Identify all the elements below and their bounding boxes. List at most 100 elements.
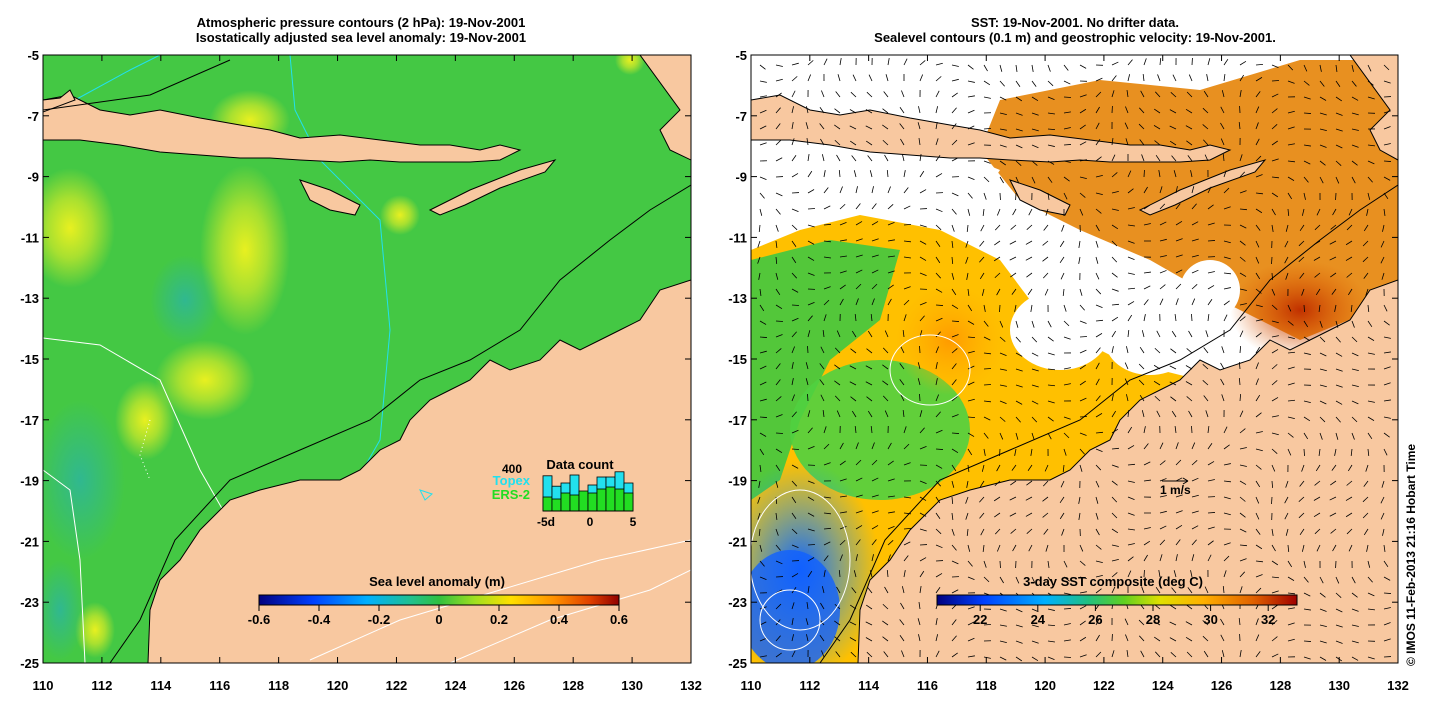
- velocity-arrow: [1175, 525, 1183, 530]
- velocity-arrow: [1287, 544, 1290, 553]
- velocity-arrow: [983, 623, 992, 626]
- velocity-arrow: [1063, 432, 1070, 439]
- velocity-arrow: [1363, 272, 1369, 279]
- velocity-arrow: [1079, 636, 1087, 642]
- velocity-arrow: [1351, 96, 1359, 101]
- velocity-arrow: [1015, 352, 1023, 357]
- velocity-arrow: [919, 512, 927, 517]
- velocity-arrow: [1383, 64, 1390, 71]
- right-ytick-label: -5: [735, 48, 747, 63]
- velocity-arrow: [855, 238, 863, 242]
- velocity-arrow: [1303, 352, 1311, 355]
- velocity-arrow: [823, 555, 829, 562]
- velocity-arrow: [935, 256, 941, 264]
- velocity-arrow: [791, 650, 796, 658]
- velocity-arrow: [1047, 608, 1055, 611]
- velocity-arrow: [1335, 176, 1340, 184]
- velocity-arrow: [757, 240, 761, 248]
- velocity-arrow: [1351, 384, 1359, 388]
- velocity-arrow: [1010, 528, 1017, 534]
- velocity-arrow: [1313, 256, 1321, 261]
- velocity-arrow: [982, 208, 985, 216]
- velocity-arrow: [1299, 480, 1305, 487]
- left-xtick-label: 124: [445, 678, 467, 693]
- velocity-arrow: [1191, 460, 1198, 466]
- velocity-arrow: [871, 554, 874, 562]
- velocity-arrow: [1223, 426, 1228, 434]
- velocity-arrow: [979, 496, 985, 503]
- velocity-arrow: [1190, 570, 1193, 578]
- velocity-arrow: [1351, 400, 1359, 405]
- velocity-arrow: [965, 496, 969, 504]
- velocity-arrow: [1185, 125, 1193, 130]
- velocity-arrow: [805, 378, 809, 386]
- velocity-arrow: [1191, 477, 1199, 482]
- velocity-arrow: [1318, 448, 1321, 456]
- velocity-arrow: [1154, 347, 1161, 354]
- velocity-arrow: [1271, 108, 1278, 114]
- velocity-arrow: [834, 139, 841, 146]
- velocity-arrow: [951, 288, 957, 296]
- velocity-arrow: [983, 576, 990, 583]
- velocity-arrow: [855, 283, 862, 290]
- velocity-arrow: [1351, 640, 1359, 644]
- velocity-arrow: [1079, 349, 1087, 354]
- velocity-arrow: [1383, 432, 1390, 438]
- velocity-arrow: [1345, 240, 1353, 246]
- velocity-arrow: [1319, 96, 1327, 101]
- velocity-arrow: [983, 560, 987, 568]
- velocity-arrow: [823, 58, 828, 66]
- velocity-arrow: [1175, 269, 1183, 274]
- velocity-arrow: [1319, 160, 1326, 166]
- velocity-arrow: [1255, 587, 1262, 594]
- velocity-arrow: [851, 155, 857, 162]
- velocity-arrow: [1124, 378, 1129, 386]
- velocity-arrow: [1111, 528, 1119, 534]
- velocity-arrow: [807, 154, 810, 162]
- velocity-arrow: [1047, 160, 1055, 165]
- velocity-arrow: [1207, 271, 1215, 274]
- pressure-contour-2: [43, 469, 86, 663]
- velocity-arrow: [1255, 496, 1260, 504]
- velocity-arrow: [951, 480, 955, 488]
- velocity-arrow: [983, 336, 991, 341]
- velocity-arrow: [1346, 224, 1353, 231]
- velocity-arrow: [1191, 539, 1197, 546]
- velocity-arrow: [1159, 221, 1167, 226]
- pressure-dotted-1: [139, 419, 151, 481]
- velocity-arrow: [887, 284, 894, 290]
- velocity-arrow: [951, 78, 959, 82]
- velocity-arrow: [1255, 304, 1263, 308]
- velocity-arrow: [1111, 410, 1117, 418]
- velocity-arrow: [1111, 190, 1119, 194]
- velocity-arrow: [855, 298, 859, 306]
- velocity-arrow: [849, 637, 857, 642]
- velocity-arrow: [871, 203, 877, 210]
- velocity-arrow: [1287, 80, 1295, 84]
- velocity-arrow: [775, 304, 783, 310]
- velocity-arrow: [1383, 304, 1388, 312]
- velocity-arrow: [1271, 335, 1279, 338]
- velocity-arrow: [775, 208, 781, 215]
- velocity-arrow: [1239, 528, 1247, 533]
- velocity-arrow: [999, 128, 1007, 131]
- velocity-arrow: [1319, 592, 1326, 598]
- velocity-arrow: [1191, 525, 1199, 530]
- velocity-arrow: [1031, 80, 1037, 87]
- data-count-inset: Data count 400 Topex ERS-2 -5d 0 5: [492, 457, 637, 529]
- velocity-arrow: [951, 92, 958, 98]
- velocity-arrow: [1303, 320, 1309, 328]
- velocity-arrow: [759, 416, 768, 418]
- velocity-arrow: [951, 396, 958, 402]
- velocity-arrow: [1031, 432, 1035, 440]
- velocity-arrow: [791, 122, 794, 130]
- velocity-arrow: [823, 541, 831, 546]
- velocity-arrow: [1171, 330, 1177, 338]
- velocity-arrow: [1239, 154, 1243, 162]
- velocity-arrow: [1111, 394, 1114, 402]
- velocity-arrow: [902, 330, 905, 338]
- velocity-arrow: [1346, 480, 1353, 486]
- velocity-arrow: [1154, 140, 1161, 146]
- velocity-arrow: [1335, 576, 1340, 584]
- velocity-arrow: [1319, 640, 1327, 644]
